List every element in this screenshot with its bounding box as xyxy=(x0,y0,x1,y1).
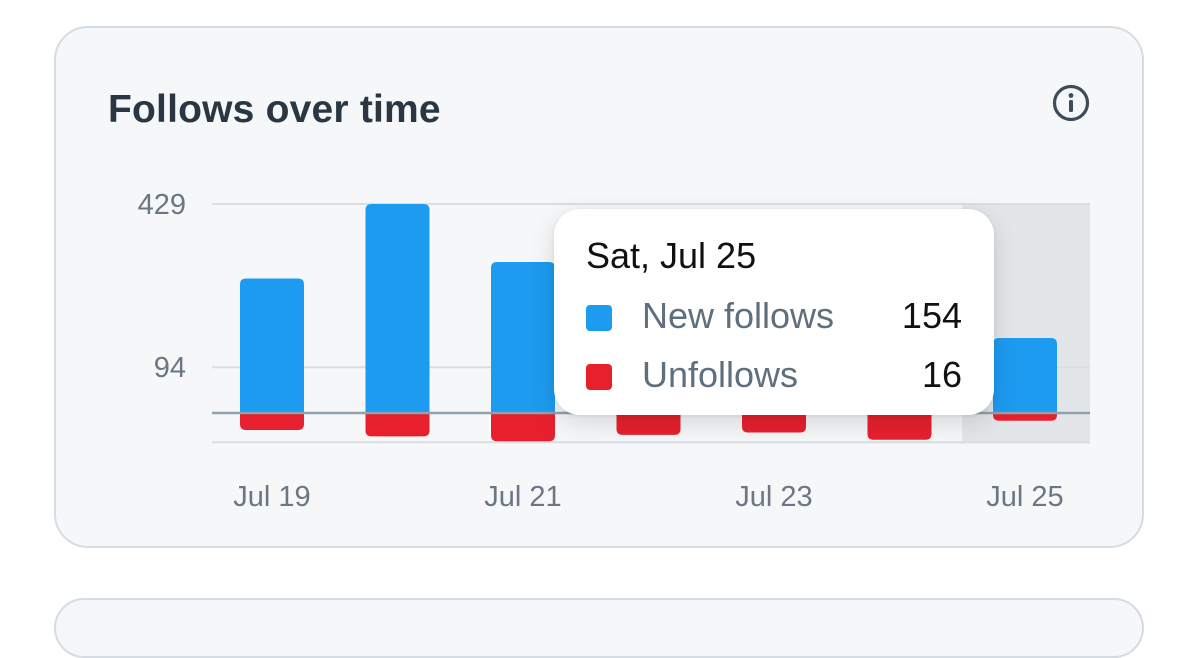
tooltip-value: 16 xyxy=(921,354,962,395)
card-title: Follows over time xyxy=(108,88,441,131)
new-follows-bar[interactable] xyxy=(491,261,555,413)
info-icon[interactable] xyxy=(1052,84,1090,122)
x-tick-label: Jul 19 xyxy=(233,481,310,513)
y-tick-label: 94 xyxy=(154,352,186,384)
unfollows-bar[interactable] xyxy=(240,413,304,431)
x-tick-label: Jul 25 xyxy=(986,481,1063,513)
unfollows-bar[interactable] xyxy=(491,413,555,442)
chart-tooltip: Sat, Jul 25 New follows 154 Unfollows 16 xyxy=(554,209,994,415)
info-circle-icon xyxy=(1052,84,1090,122)
unfollows-bar[interactable] xyxy=(993,413,1057,421)
unfollows-bar[interactable] xyxy=(616,413,681,435)
new-follows-bar[interactable] xyxy=(365,204,430,413)
x-tick-label: Jul 23 xyxy=(735,481,812,513)
new-follows-swatch xyxy=(586,305,612,331)
unfollows-bar[interactable] xyxy=(365,413,430,437)
new-follows-bar[interactable] xyxy=(240,278,304,413)
unfollows-bar[interactable] xyxy=(867,413,932,440)
tooltip-label: Unfollows xyxy=(642,354,799,395)
tooltip-value: 154 xyxy=(901,295,962,336)
unfollows-swatch xyxy=(586,364,612,390)
x-tick-label: Jul 21 xyxy=(484,481,561,513)
next-card xyxy=(54,598,1144,658)
tooltip-label: New follows xyxy=(642,295,835,336)
y-tick-label: 429 xyxy=(138,189,186,221)
tooltip-row-unfollows: Unfollows 16 xyxy=(586,354,962,398)
tooltip-date: Sat, Jul 25 xyxy=(586,235,757,276)
follows-over-time-card: Follows over time 94 429 Jul 19 Jul 21 Jul … xyxy=(54,26,1144,548)
new-follows-bar[interactable] xyxy=(993,337,1057,413)
tooltip-row-new-follows: New follows 154 xyxy=(586,295,962,339)
unfollows-bar[interactable] xyxy=(742,413,806,433)
